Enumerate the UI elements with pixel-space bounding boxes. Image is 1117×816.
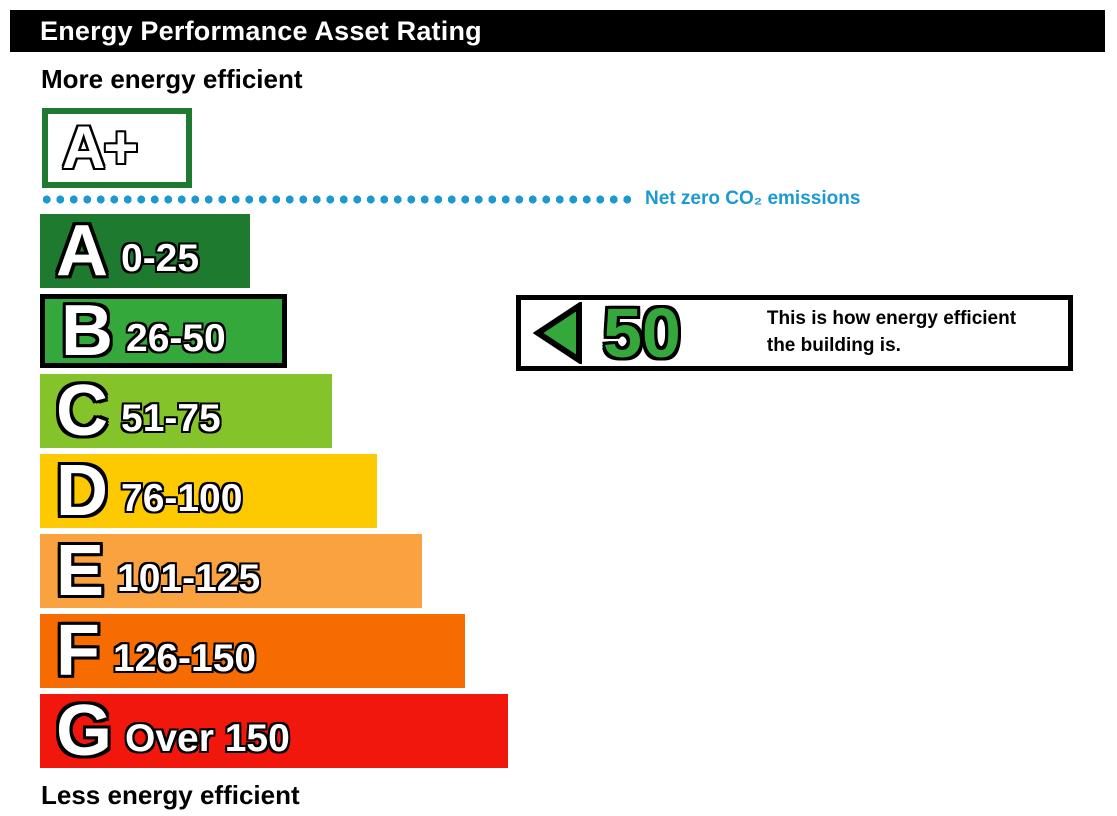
rating-description-line2: the building is. (766, 335, 901, 356)
band-letter: D (56, 450, 108, 531)
header-bar: Energy Performance Asset Rating (10, 10, 1105, 52)
rating-description: This is how energy efficient the buildin… (767, 306, 1016, 360)
current-rating-indicator: 50 This is how energy efficient the buil… (516, 295, 1073, 371)
more-efficient-label: More energy efficient (41, 64, 303, 94)
band-letter: G (56, 690, 113, 771)
rating-band-c: C 51-75 (40, 374, 332, 448)
rating-band-f: F 126-150 (40, 614, 465, 688)
band-range: 51-75 (121, 396, 221, 440)
band-range: 126-150 (112, 636, 257, 680)
band-range: 0-25 (121, 236, 200, 280)
rating-band-a: A 0-25 (40, 214, 250, 288)
rating-arrow-icon (533, 302, 582, 364)
band-range: 26-50 (126, 316, 226, 360)
band-range: 76-100 (121, 476, 243, 520)
band-a-plus: A+ (42, 108, 192, 188)
page-title: Energy Performance Asset Rating (40, 15, 482, 46)
rating-scale: A 0-25 B 26-50 C 51-75 D 76-100 E 101-12… (40, 214, 508, 768)
rating-value: 50 (603, 294, 681, 372)
rating-band-b: B 26-50 (40, 294, 287, 368)
rating-band-d: D 76-100 (40, 454, 377, 528)
rating-band-g: G Over 150 (40, 694, 508, 768)
band-letter: F (56, 610, 100, 691)
band-range: 101-125 (117, 556, 261, 600)
band-letter: B (61, 290, 113, 371)
band-letter: C (56, 370, 108, 451)
net-zero-dotted-line (40, 195, 632, 204)
band-letter: A+ (62, 114, 138, 181)
rating-description-line1: This is how energy efficient (766, 308, 1017, 330)
band-range: Over 150 (125, 716, 290, 760)
net-zero-label: Net zero CO₂ emissions (645, 188, 861, 209)
less-efficient-label: Less energy efficient (41, 780, 300, 810)
band-letter: A (56, 210, 108, 291)
band-letter: E (56, 530, 105, 611)
rating-band-e: E 101-125 (40, 534, 422, 608)
